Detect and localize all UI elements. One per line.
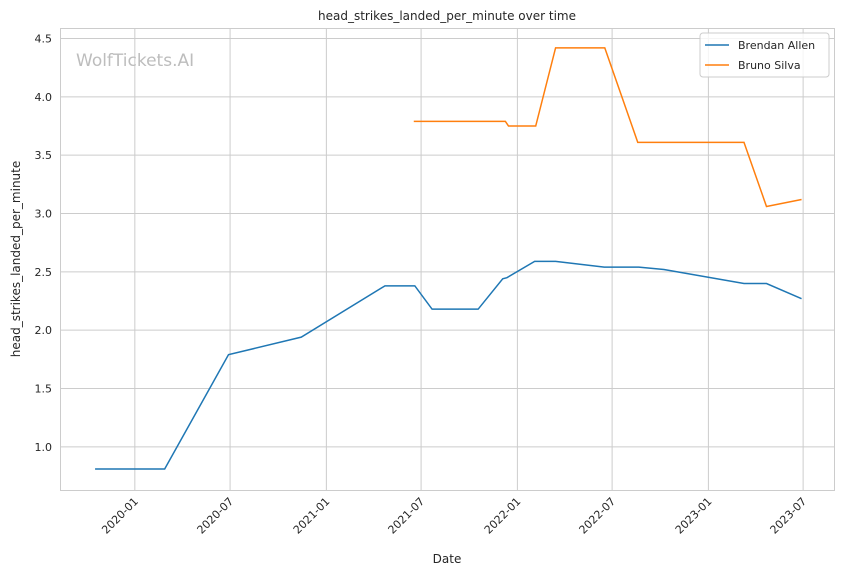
y-tick-label: 3.0	[35, 208, 53, 221]
y-tick-label: 1.5	[35, 383, 53, 396]
y-tick-label: 4.5	[35, 33, 53, 46]
y-tick-label: 2.5	[35, 266, 53, 279]
y-tick-label: 3.5	[35, 149, 53, 162]
x-axis-label: Date	[433, 552, 462, 566]
y-axis-label: head_strikes_landed_per_minute	[9, 161, 23, 358]
series-line-brendan-allen	[95, 260, 802, 470]
x-tick-label: 2022-07	[577, 495, 619, 537]
y-tick-label: 4.0	[35, 91, 53, 104]
y-tick-label: 1.0	[35, 441, 53, 454]
watermark: WolfTickets.AI	[76, 51, 194, 71]
series-line-bruno-silva	[413, 47, 802, 208]
x-tick-label: 2020-01	[99, 495, 141, 537]
plot-frame	[60, 28, 835, 491]
x-tick-label: 2021-07	[386, 495, 428, 537]
x-tick-label: 2023-01	[673, 495, 715, 537]
y-tick-label: 2.0	[35, 324, 53, 337]
x-tick-label: 2020-07	[195, 495, 237, 537]
legend-box	[699, 32, 830, 78]
x-tick-label: 2023-07	[768, 495, 810, 537]
legend: Brendan Allen Bruno Silva	[699, 32, 830, 78]
x-tick-label: 2022-01	[482, 495, 524, 537]
chart-title: head_strikes_landed_per_minute over time	[318, 9, 576, 23]
legend-label: Brendan Allen	[738, 39, 815, 52]
legend-label: Bruno Silva	[738, 59, 801, 72]
x-tick-label: 2021-01	[291, 495, 333, 537]
